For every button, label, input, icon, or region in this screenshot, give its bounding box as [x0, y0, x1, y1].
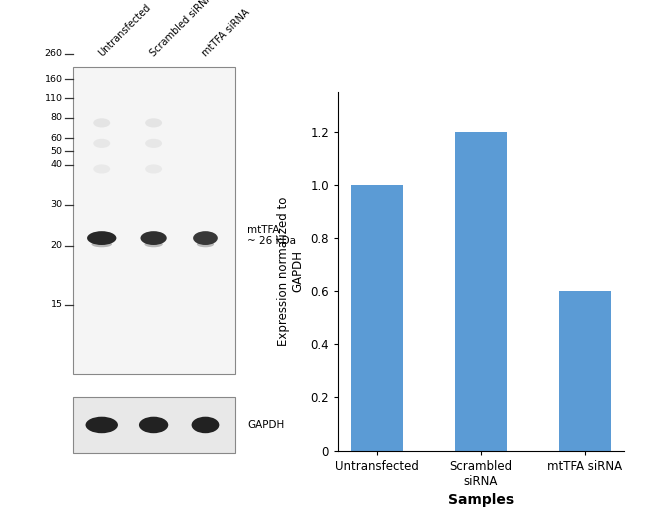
Ellipse shape [145, 139, 162, 148]
Ellipse shape [86, 417, 118, 433]
Text: Untransfected: Untransfected [96, 3, 152, 59]
Text: 160: 160 [45, 75, 62, 84]
Bar [455, 132, 507, 451]
Text: Scrambled siRNA: Scrambled siRNA [148, 0, 215, 59]
Text: 60: 60 [51, 134, 62, 143]
Ellipse shape [93, 164, 110, 174]
Text: 50: 50 [51, 146, 62, 156]
Ellipse shape [197, 241, 214, 247]
FancyBboxPatch shape [73, 397, 235, 453]
Ellipse shape [140, 231, 166, 245]
FancyBboxPatch shape [73, 67, 235, 374]
Ellipse shape [144, 241, 162, 247]
Ellipse shape [93, 139, 110, 148]
Ellipse shape [145, 118, 162, 127]
Ellipse shape [139, 417, 168, 433]
Text: 40: 40 [51, 160, 62, 169]
Text: 260: 260 [45, 49, 62, 58]
Ellipse shape [93, 118, 110, 127]
Text: 15: 15 [51, 300, 62, 309]
Bar [351, 185, 403, 451]
Ellipse shape [92, 241, 112, 247]
Text: mtTFA siRNA: mtTFA siRNA [200, 8, 251, 59]
Text: 110: 110 [45, 94, 62, 103]
Bar [559, 291, 611, 451]
X-axis label: Samples: Samples [448, 493, 514, 507]
Text: 80: 80 [51, 113, 62, 122]
Ellipse shape [87, 231, 116, 245]
Ellipse shape [145, 164, 162, 174]
Y-axis label: Expression normalized to
GAPDH: Expression normalized to GAPDH [277, 197, 305, 346]
Ellipse shape [192, 417, 219, 433]
Text: 20: 20 [51, 241, 62, 250]
Text: mtTFA
~ 26 kDa: mtTFA ~ 26 kDa [247, 225, 296, 246]
Ellipse shape [193, 231, 218, 245]
Text: 30: 30 [51, 200, 62, 209]
Text: GAPDH: GAPDH [247, 420, 284, 430]
